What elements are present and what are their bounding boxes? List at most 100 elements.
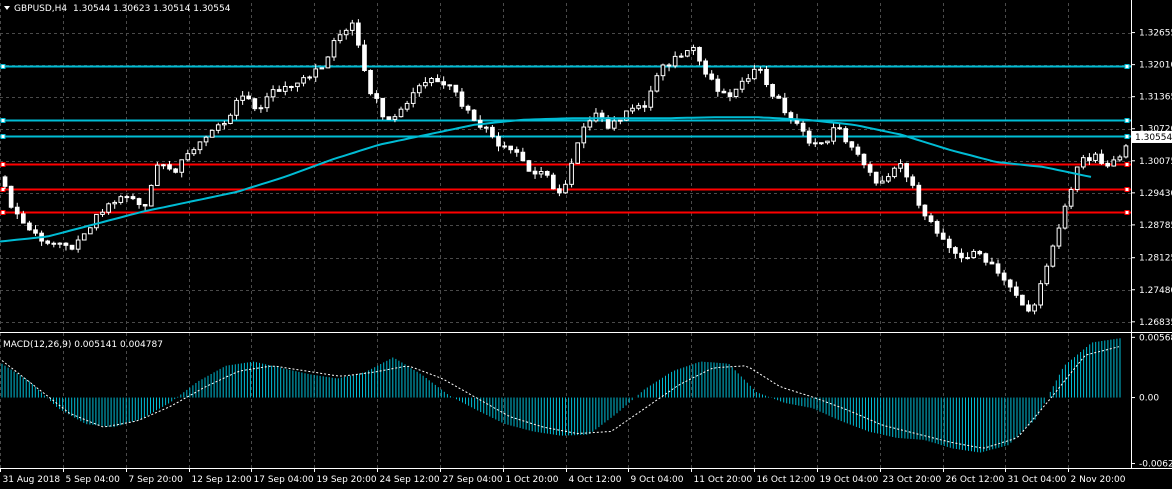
candle-body: [886, 176, 891, 182]
candle-body: [563, 183, 568, 194]
candle: [1044, 263, 1050, 286]
candle: [1007, 278, 1013, 293]
candle-body: [289, 85, 294, 88]
candle-body: [599, 112, 605, 119]
candle-body: [483, 126, 489, 129]
candle: [240, 91, 245, 105]
candle-body: [173, 168, 178, 173]
candle-body: [959, 252, 964, 259]
candle-body: [557, 188, 562, 194]
candle: [2, 175, 8, 190]
candle: [392, 113, 398, 123]
candle-body: [940, 232, 946, 240]
level-anchor-left[interactable]: [0, 118, 6, 123]
candle: [624, 110, 629, 122]
candle: [203, 135, 209, 147]
level-anchor-right[interactable]: [1124, 162, 1130, 167]
candle-body: [502, 145, 507, 148]
horizontal-level-line[interactable]: [0, 64, 1131, 69]
price-tick: 1.27480: [1131, 286, 1172, 296]
candle-body: [739, 80, 745, 90]
price-tick: 1.29430: [1131, 189, 1172, 199]
level-anchor-left[interactable]: [0, 64, 6, 69]
candle-body: [648, 90, 654, 108]
candle: [569, 158, 574, 188]
candle: [362, 39, 367, 72]
dropdown-arrow-icon[interactable]: [4, 6, 10, 10]
level-anchor-right[interactable]: [1124, 134, 1130, 139]
level-anchor-right[interactable]: [1124, 210, 1130, 215]
horizontal-level-line[interactable]: [0, 118, 1131, 123]
candle: [1020, 294, 1025, 306]
price-tick-label: 1.28125: [1139, 254, 1172, 264]
candle-body: [349, 22, 355, 31]
candle: [191, 147, 197, 157]
candle-body: [301, 77, 306, 84]
candle: [642, 100, 648, 112]
candle: [27, 220, 32, 231]
level-anchor-right[interactable]: [1124, 187, 1130, 192]
candle: [447, 84, 453, 90]
candle-body: [819, 142, 824, 145]
candle-body: [946, 238, 952, 249]
horizontal-level-line[interactable]: [0, 162, 1131, 167]
level-anchor-left[interactable]: [0, 187, 6, 192]
candle: [1001, 269, 1007, 286]
price-tick: 1.28125: [1131, 254, 1172, 264]
candle: [739, 77, 745, 93]
candle: [356, 19, 361, 48]
candle-body: [1099, 153, 1104, 164]
candle: [459, 88, 465, 110]
panel-frame: [0, 0, 1172, 469]
candle: [1105, 160, 1111, 169]
candle: [416, 83, 422, 97]
level-anchor-left[interactable]: [0, 162, 6, 167]
moving-average-line: [0, 116, 1092, 243]
candle-body: [758, 68, 763, 71]
candle: [148, 184, 154, 207]
candle: [1013, 281, 1019, 298]
price-tick-label: 1.30075: [1139, 157, 1172, 167]
level-anchor-left[interactable]: [0, 134, 6, 139]
candle-body: [849, 141, 855, 148]
candle-body: [685, 50, 690, 57]
candle-body: [867, 164, 873, 173]
candle: [1056, 224, 1062, 249]
candle-body: [532, 170, 538, 175]
candle: [496, 132, 501, 152]
time-tick-label: 16 Oct 12:00: [757, 475, 816, 485]
candle-body: [922, 204, 928, 217]
price-axis: 1.32655 1.32010 1.31365 1.307201.30554 1.300…: [1131, 29, 1172, 328]
candle: [404, 100, 410, 112]
horizontal-levels[interactable]: [0, 64, 1131, 215]
candle-body: [429, 77, 434, 84]
candle: [1080, 154, 1086, 170]
candle: [630, 104, 635, 114]
candle-body: [410, 92, 416, 104]
candle: [861, 153, 867, 169]
level-anchor-right[interactable]: [1124, 64, 1130, 69]
candle-body: [953, 247, 958, 254]
candle-body: [276, 89, 282, 92]
ohlc-values: 1.30544 1.30623 1.30514 1.30554: [73, 4, 231, 14]
candle: [441, 76, 446, 89]
time-tick-label: 24 Sep 12:00: [380, 475, 440, 485]
candle: [928, 213, 934, 224]
level-anchor-right[interactable]: [1124, 118, 1130, 123]
candle: [337, 29, 343, 44]
time-tick-label: 1 Oct 20:00: [506, 475, 559, 485]
candle: [88, 227, 93, 235]
candle-body: [983, 253, 989, 263]
candle-body: [14, 206, 20, 215]
horizontal-level-line[interactable]: [0, 210, 1131, 215]
candle: [81, 233, 87, 241]
time-tick: 23 Oct 20:00: [880, 468, 941, 485]
level-anchor-left[interactable]: [0, 210, 6, 215]
candle-body: [179, 159, 185, 173]
candle: [1050, 244, 1056, 268]
horizontal-level-line[interactable]: [0, 134, 1131, 139]
candle-body: [1044, 265, 1050, 285]
candle-body: [459, 91, 465, 107]
